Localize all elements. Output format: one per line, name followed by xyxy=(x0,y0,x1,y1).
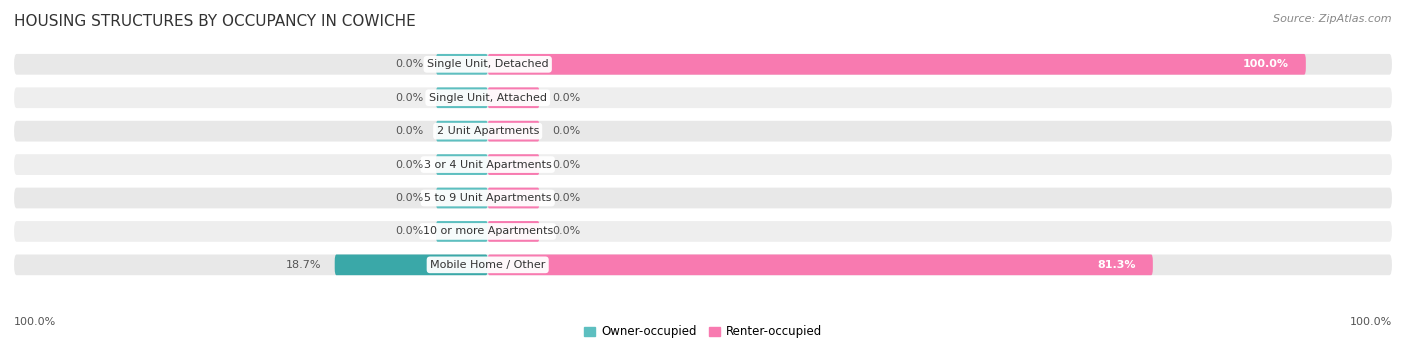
Text: 3 or 4 Unit Apartments: 3 or 4 Unit Apartments xyxy=(423,160,551,169)
FancyBboxPatch shape xyxy=(488,254,1153,275)
FancyBboxPatch shape xyxy=(14,154,1392,175)
FancyBboxPatch shape xyxy=(488,87,540,108)
FancyBboxPatch shape xyxy=(14,121,1392,142)
FancyBboxPatch shape xyxy=(14,188,1392,208)
Text: Mobile Home / Other: Mobile Home / Other xyxy=(430,260,546,270)
FancyBboxPatch shape xyxy=(14,221,1392,242)
Text: 2 Unit Apartments: 2 Unit Apartments xyxy=(436,126,538,136)
Legend: Owner-occupied, Renter-occupied: Owner-occupied, Renter-occupied xyxy=(579,321,827,341)
Text: 0.0%: 0.0% xyxy=(553,93,581,103)
Text: 0.0%: 0.0% xyxy=(553,160,581,169)
FancyBboxPatch shape xyxy=(436,221,488,242)
Text: 0.0%: 0.0% xyxy=(395,59,423,69)
FancyBboxPatch shape xyxy=(436,188,488,208)
Text: 0.0%: 0.0% xyxy=(395,193,423,203)
FancyBboxPatch shape xyxy=(488,188,540,208)
Text: Source: ZipAtlas.com: Source: ZipAtlas.com xyxy=(1274,14,1392,24)
Text: Single Unit, Attached: Single Unit, Attached xyxy=(429,93,547,103)
Text: 5 to 9 Unit Apartments: 5 to 9 Unit Apartments xyxy=(425,193,551,203)
FancyBboxPatch shape xyxy=(488,121,540,142)
Text: 100.0%: 100.0% xyxy=(1243,59,1289,69)
FancyBboxPatch shape xyxy=(436,54,488,75)
Text: 0.0%: 0.0% xyxy=(395,126,423,136)
Text: 81.3%: 81.3% xyxy=(1097,260,1136,270)
Text: 0.0%: 0.0% xyxy=(395,160,423,169)
FancyBboxPatch shape xyxy=(335,254,488,275)
FancyBboxPatch shape xyxy=(436,87,488,108)
Text: 10 or more Apartments: 10 or more Apartments xyxy=(423,226,553,236)
FancyBboxPatch shape xyxy=(14,54,1392,75)
Text: 0.0%: 0.0% xyxy=(553,193,581,203)
Text: 100.0%: 100.0% xyxy=(14,317,56,327)
Text: 0.0%: 0.0% xyxy=(553,226,581,236)
FancyBboxPatch shape xyxy=(436,154,488,175)
Text: 0.0%: 0.0% xyxy=(395,226,423,236)
Text: 18.7%: 18.7% xyxy=(287,260,322,270)
Text: 100.0%: 100.0% xyxy=(1350,317,1392,327)
FancyBboxPatch shape xyxy=(14,254,1392,275)
FancyBboxPatch shape xyxy=(488,221,540,242)
FancyBboxPatch shape xyxy=(488,54,1306,75)
Text: Single Unit, Detached: Single Unit, Detached xyxy=(427,59,548,69)
Text: HOUSING STRUCTURES BY OCCUPANCY IN COWICHE: HOUSING STRUCTURES BY OCCUPANCY IN COWIC… xyxy=(14,14,416,29)
FancyBboxPatch shape xyxy=(488,154,540,175)
FancyBboxPatch shape xyxy=(436,121,488,142)
Text: 0.0%: 0.0% xyxy=(395,93,423,103)
Text: 0.0%: 0.0% xyxy=(553,126,581,136)
FancyBboxPatch shape xyxy=(14,87,1392,108)
